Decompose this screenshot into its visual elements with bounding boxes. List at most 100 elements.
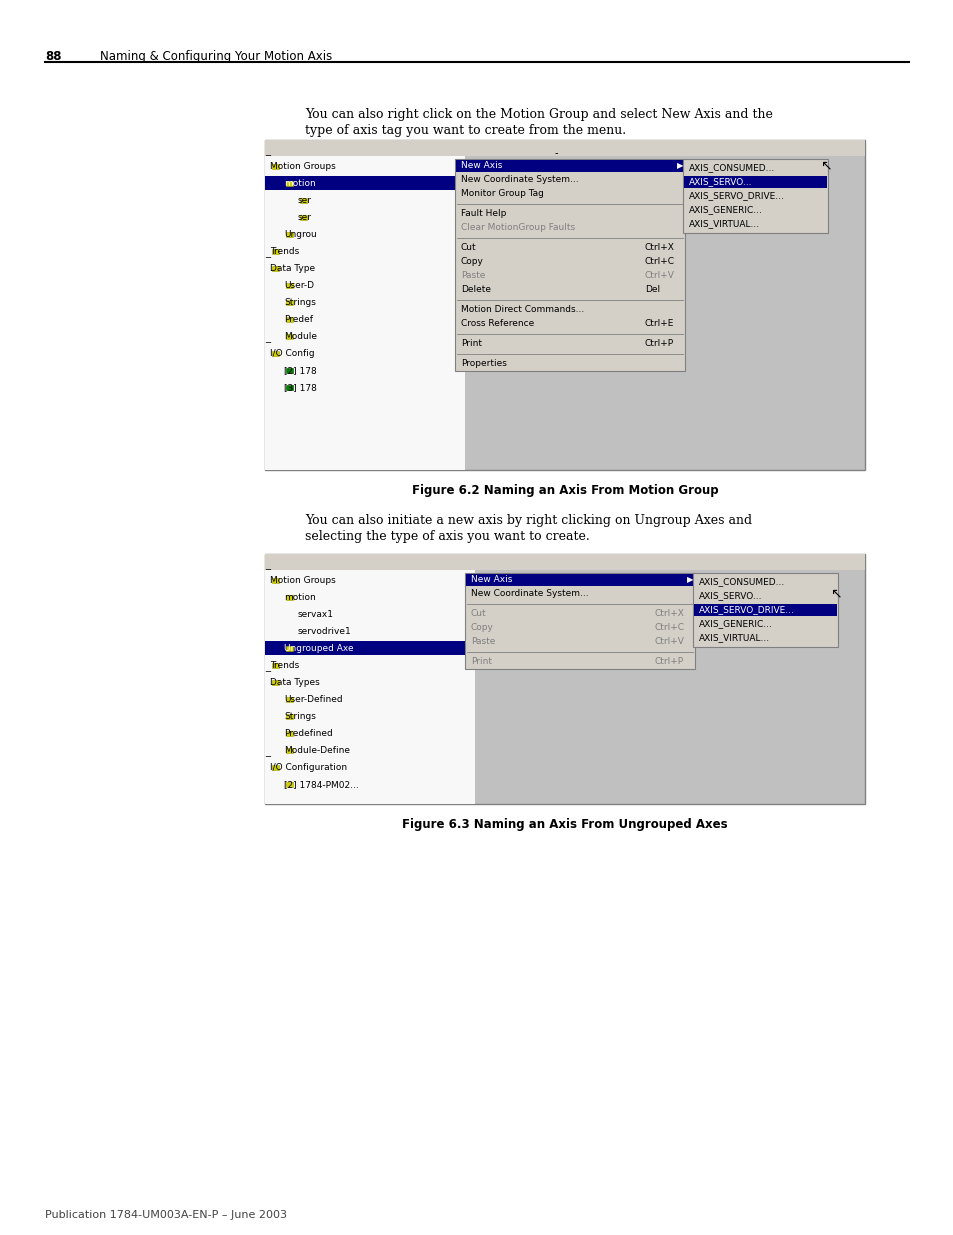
Text: Fault Help: Fault Help: [460, 209, 506, 219]
Text: Predef: Predef: [284, 315, 313, 324]
Bar: [265, 641, 475, 655]
Text: Paste: Paste: [460, 270, 485, 280]
Text: Motion Groups: Motion Groups: [270, 162, 335, 170]
Text: ▶: ▶: [686, 576, 693, 584]
Bar: [286, 748, 293, 753]
Text: Trends: Trends: [270, 661, 299, 671]
Text: Strings: Strings: [284, 298, 315, 308]
Text: Trends: Trends: [270, 247, 299, 256]
Bar: [286, 333, 293, 338]
Bar: [286, 368, 293, 373]
Text: −: −: [264, 253, 272, 263]
Bar: [286, 385, 293, 390]
Text: Monitor Group Tag: Monitor Group Tag: [460, 189, 543, 198]
Bar: [456, 161, 683, 172]
Text: Ungrouped Axe: Ungrouped Axe: [284, 643, 354, 653]
Text: New Coordinate System...: New Coordinate System...: [471, 589, 588, 598]
Text: [3] 178: [3] 178: [284, 383, 316, 391]
Text: Figure 6.3 Naming an Axis From Ungrouped Axes: Figure 6.3 Naming an Axis From Ungrouped…: [402, 818, 727, 831]
Bar: [286, 697, 293, 701]
Text: Ctrl+V: Ctrl+V: [655, 637, 684, 646]
Text: selecting the type of axis you want to create.: selecting the type of axis you want to c…: [305, 530, 589, 543]
Text: Motion Groups: Motion Groups: [270, 576, 335, 585]
Bar: [272, 249, 278, 254]
Text: Ungrou: Ungrou: [284, 230, 316, 240]
Text: −: −: [264, 667, 272, 677]
Bar: [286, 646, 293, 651]
Bar: [299, 215, 307, 220]
Text: servax1: servax1: [297, 610, 334, 619]
Text: ↖: ↖: [829, 585, 841, 600]
Text: AXIS_SERVO_DRIVE...: AXIS_SERVO_DRIVE...: [699, 605, 794, 614]
Bar: [693, 604, 836, 616]
Text: AXIS_VIRTUAL...: AXIS_VIRTUAL...: [688, 219, 760, 228]
Text: Naming & Configuring Your Motion Axis: Naming & Configuring Your Motion Axis: [100, 49, 332, 63]
Text: You can also initiate a new axis by right clicking on Ungroup Axes and: You can also initiate a new axis by righ…: [305, 514, 751, 527]
Bar: [286, 595, 293, 600]
Text: AXIS_GENERIC...: AXIS_GENERIC...: [699, 619, 772, 629]
Text: Figure 6.2 Naming an Axis From Motion Group: Figure 6.2 Naming an Axis From Motion Gr…: [412, 484, 718, 496]
Text: Cut: Cut: [460, 243, 476, 252]
Text: Data Type: Data Type: [270, 264, 314, 273]
Bar: [272, 680, 278, 685]
Text: Ctrl+V: Ctrl+V: [644, 270, 674, 280]
Text: User-D: User-D: [284, 282, 314, 290]
Bar: [286, 283, 293, 288]
Text: AXIS_SERVO_DRIVE...: AXIS_SERVO_DRIVE...: [688, 191, 784, 200]
Text: Ctrl+C: Ctrl+C: [655, 622, 684, 632]
Bar: [272, 663, 278, 668]
Text: AXIS_CONSUMED...: AXIS_CONSUMED...: [688, 163, 775, 172]
Text: −: −: [264, 752, 272, 762]
Text: Ctrl+P: Ctrl+P: [655, 657, 683, 666]
Bar: [265, 140, 464, 471]
Text: I/O Configuration: I/O Configuration: [270, 763, 347, 772]
Text: AXIS_SERVO...: AXIS_SERVO...: [699, 592, 761, 600]
Text: Delete: Delete: [460, 285, 491, 294]
Text: [2] 1784-PM02...: [2] 1784-PM02...: [284, 781, 358, 789]
Text: Cross Reference: Cross Reference: [460, 319, 534, 329]
Bar: [286, 714, 293, 719]
Text: type of axis tag you want to create from the menu.: type of axis tag you want to create from…: [305, 124, 625, 137]
Text: [2] 178: [2] 178: [284, 366, 316, 375]
Bar: [272, 578, 278, 583]
Bar: [683, 177, 826, 188]
Bar: [272, 764, 278, 769]
Bar: [299, 198, 307, 203]
Text: −: −: [264, 566, 272, 574]
Text: Ctrl+X: Ctrl+X: [655, 609, 684, 618]
Text: servodrive1: servodrive1: [297, 627, 352, 636]
Bar: [265, 140, 864, 156]
Text: ▶: ▶: [677, 162, 682, 170]
Bar: [265, 555, 864, 571]
Text: motion: motion: [284, 593, 315, 601]
Bar: [286, 232, 293, 237]
Text: ser: ser: [297, 196, 312, 205]
Bar: [286, 782, 293, 787]
Text: AXIS_SERVO...: AXIS_SERVO...: [688, 177, 752, 186]
Text: Paste: Paste: [471, 637, 495, 646]
Text: Publication 1784-UM003A-EN-P – June 2003: Publication 1784-UM003A-EN-P – June 2003: [45, 1210, 287, 1220]
Text: ser: ser: [297, 212, 312, 222]
Text: Ctrl+C: Ctrl+C: [644, 257, 675, 266]
Bar: [265, 140, 864, 471]
Text: Properties: Properties: [460, 359, 506, 368]
Text: motion: motion: [284, 179, 315, 188]
Text: -: -: [555, 148, 558, 158]
Text: Data Types: Data Types: [270, 678, 319, 687]
Bar: [265, 555, 475, 804]
Text: User-Defined: User-Defined: [284, 695, 342, 704]
Text: −: −: [264, 338, 272, 347]
Text: New Coordinate System...: New Coordinate System...: [460, 175, 578, 184]
Text: Module-Define: Module-Define: [284, 746, 350, 755]
Text: AXIS_CONSUMED...: AXIS_CONSUMED...: [699, 577, 784, 585]
Text: −: −: [264, 152, 272, 161]
Text: Print: Print: [460, 338, 481, 348]
Bar: [286, 731, 293, 736]
Text: I/O Config: I/O Config: [270, 350, 314, 358]
Text: Del: Del: [644, 285, 659, 294]
Bar: [286, 182, 293, 186]
Text: AXIS_VIRTUAL...: AXIS_VIRTUAL...: [699, 634, 769, 642]
Text: AXIS_GENERIC...: AXIS_GENERIC...: [688, 205, 762, 214]
Bar: [272, 164, 278, 169]
Text: Copy: Copy: [460, 257, 483, 266]
